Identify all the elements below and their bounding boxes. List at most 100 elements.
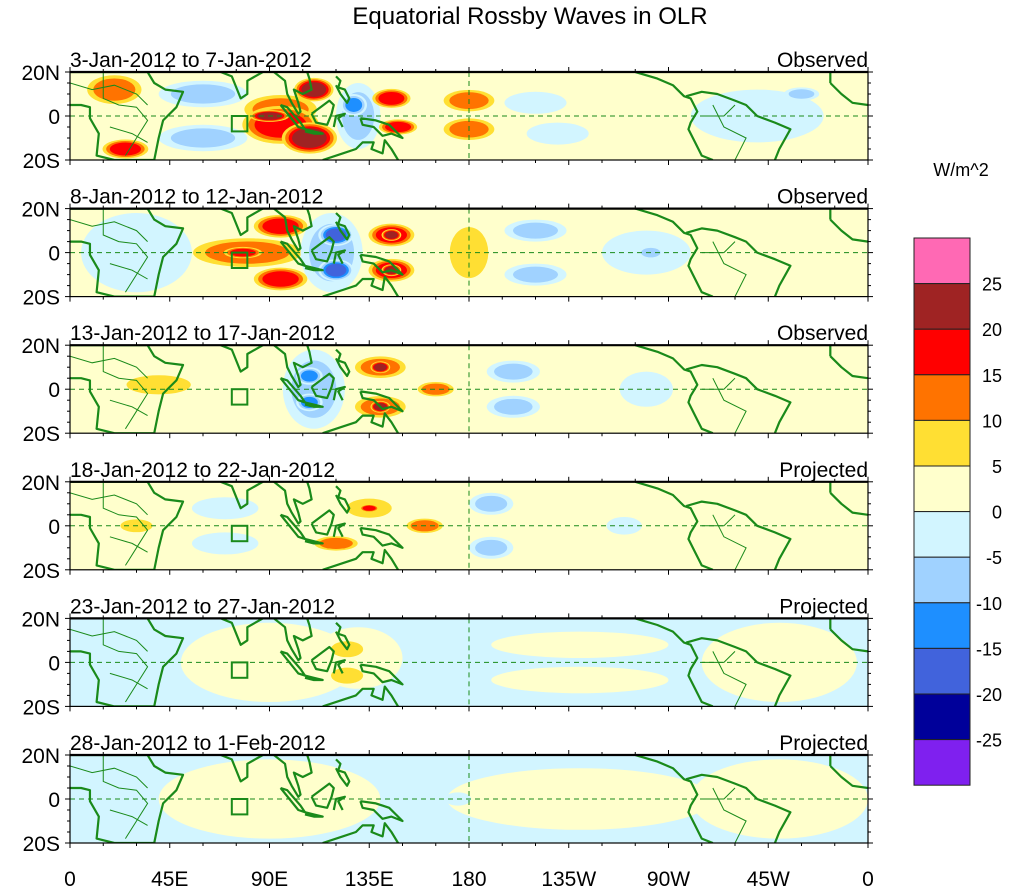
coastline bbox=[273, 618, 313, 662]
anomaly-contour bbox=[606, 517, 642, 535]
anomaly-contour bbox=[491, 666, 669, 694]
panel-date-range: 18-Jan-2012 to 22-Jan-2012 bbox=[70, 459, 335, 482]
country-border bbox=[109, 809, 148, 826]
anomaly-contour bbox=[378, 91, 405, 105]
colorbar-swatch bbox=[913, 328, 971, 376]
panel-status: Observed bbox=[777, 322, 868, 345]
country-border bbox=[102, 481, 149, 566]
coastline bbox=[332, 112, 346, 128]
colorbar-swatch bbox=[913, 693, 971, 741]
colorbar-level-label: -25 bbox=[976, 731, 1002, 751]
coastline bbox=[829, 82, 868, 107]
anomaly-contour bbox=[494, 363, 533, 380]
country-border bbox=[70, 219, 148, 242]
y-tick-label: 20S bbox=[23, 833, 60, 856]
anomaly-contour bbox=[301, 82, 327, 97]
coastline bbox=[359, 663, 404, 686]
anomaly-contour bbox=[475, 495, 508, 512]
coastline bbox=[335, 758, 351, 787]
region-marker-box bbox=[230, 524, 249, 543]
panel-1: 20N 0 20S 3-Jan-2012 to 7-Jan-2012 Observed bbox=[21, 49, 873, 173]
x-tick-label: 90E bbox=[251, 868, 288, 890]
coastline bbox=[685, 363, 792, 434]
anomaly-contour bbox=[191, 497, 259, 520]
anomaly-contour bbox=[300, 370, 318, 382]
coastline bbox=[273, 72, 313, 115]
coastline bbox=[685, 500, 792, 570]
panel-2: 20N 0 20S 8-Jan-2012 to 12-Jan-2012 Observed bbox=[21, 186, 873, 310]
x-tick-label: 135W bbox=[541, 868, 596, 890]
y-tick-label: 0 bbox=[48, 106, 60, 129]
country-border bbox=[102, 72, 149, 156]
coastline bbox=[310, 236, 335, 263]
anomaly-contour bbox=[325, 263, 347, 277]
coastline bbox=[335, 622, 351, 651]
coastline bbox=[634, 618, 714, 707]
coastline bbox=[335, 348, 351, 378]
coastline bbox=[335, 75, 351, 104]
colorbar-swatch bbox=[913, 237, 971, 285]
colorbar-level-label: 25 bbox=[982, 275, 1002, 295]
anomaly-contour bbox=[446, 768, 713, 830]
anomaly-contour bbox=[374, 363, 387, 371]
coastline bbox=[335, 212, 351, 241]
coastline bbox=[685, 90, 792, 160]
coastline bbox=[310, 372, 335, 400]
anomaly-contour bbox=[504, 91, 567, 114]
country-border bbox=[109, 126, 148, 143]
anomaly-contour bbox=[385, 121, 412, 133]
coastline bbox=[322, 139, 400, 160]
panel-5: 20N 0 20S 23-Jan-2012 to 27-Jan-2012 Project… bbox=[21, 595, 873, 719]
coastline bbox=[220, 481, 264, 510]
coastline bbox=[685, 227, 792, 297]
coastline bbox=[335, 485, 351, 514]
anomaly-contour bbox=[345, 98, 363, 112]
coastline bbox=[310, 509, 335, 536]
anomaly-contour bbox=[319, 537, 353, 549]
coastlines bbox=[70, 345, 868, 434]
coastline bbox=[322, 548, 400, 570]
x-tick-label: 45W bbox=[747, 868, 790, 890]
colorbar-swatch bbox=[913, 602, 971, 649]
coastline bbox=[829, 628, 868, 653]
panel-date-range: 28-Jan-2012 to 1-Feb-2012 bbox=[70, 732, 326, 755]
panel-date-range: 3-Jan-2012 to 7-Jan-2012 bbox=[70, 49, 312, 72]
coastline bbox=[322, 275, 400, 297]
coastline bbox=[322, 685, 400, 707]
coastline bbox=[634, 208, 714, 297]
coastline bbox=[332, 659, 346, 674]
x-tick-label: 0 bbox=[862, 868, 874, 890]
y-tick-label: 0 bbox=[48, 789, 60, 812]
colorbar-swatch bbox=[913, 283, 971, 330]
coastline bbox=[273, 345, 313, 389]
y-tick-label: 20S bbox=[23, 287, 60, 310]
colorbar-level-label: 5 bbox=[992, 457, 1002, 477]
colorbar-level-label: 0 bbox=[992, 503, 1002, 523]
anomaly-contour bbox=[109, 142, 142, 156]
coastline bbox=[220, 755, 264, 783]
anomaly-contour bbox=[494, 398, 533, 415]
country-border bbox=[70, 82, 148, 106]
anomaly-contour bbox=[440, 642, 476, 661]
coastline bbox=[634, 72, 714, 160]
coastline bbox=[70, 481, 185, 570]
coastline bbox=[220, 345, 264, 373]
anomaly-contour bbox=[690, 759, 868, 839]
coastline bbox=[634, 481, 714, 570]
region-marker-box bbox=[230, 661, 249, 679]
colorbar-level-label: 10 bbox=[982, 411, 1002, 431]
y-tick-label: 20N bbox=[21, 472, 60, 495]
panel-status: Projected bbox=[779, 459, 868, 482]
coastline bbox=[304, 264, 324, 272]
coastline bbox=[310, 782, 335, 809]
y-tick-label: 0 bbox=[48, 379, 60, 402]
coastline bbox=[685, 637, 792, 707]
panel-status: Projected bbox=[779, 595, 868, 618]
country-border bbox=[102, 345, 149, 430]
colorbar-swatch bbox=[913, 465, 971, 513]
country-border bbox=[109, 399, 148, 417]
coastline bbox=[359, 390, 404, 413]
anomaly-contour bbox=[385, 231, 398, 239]
